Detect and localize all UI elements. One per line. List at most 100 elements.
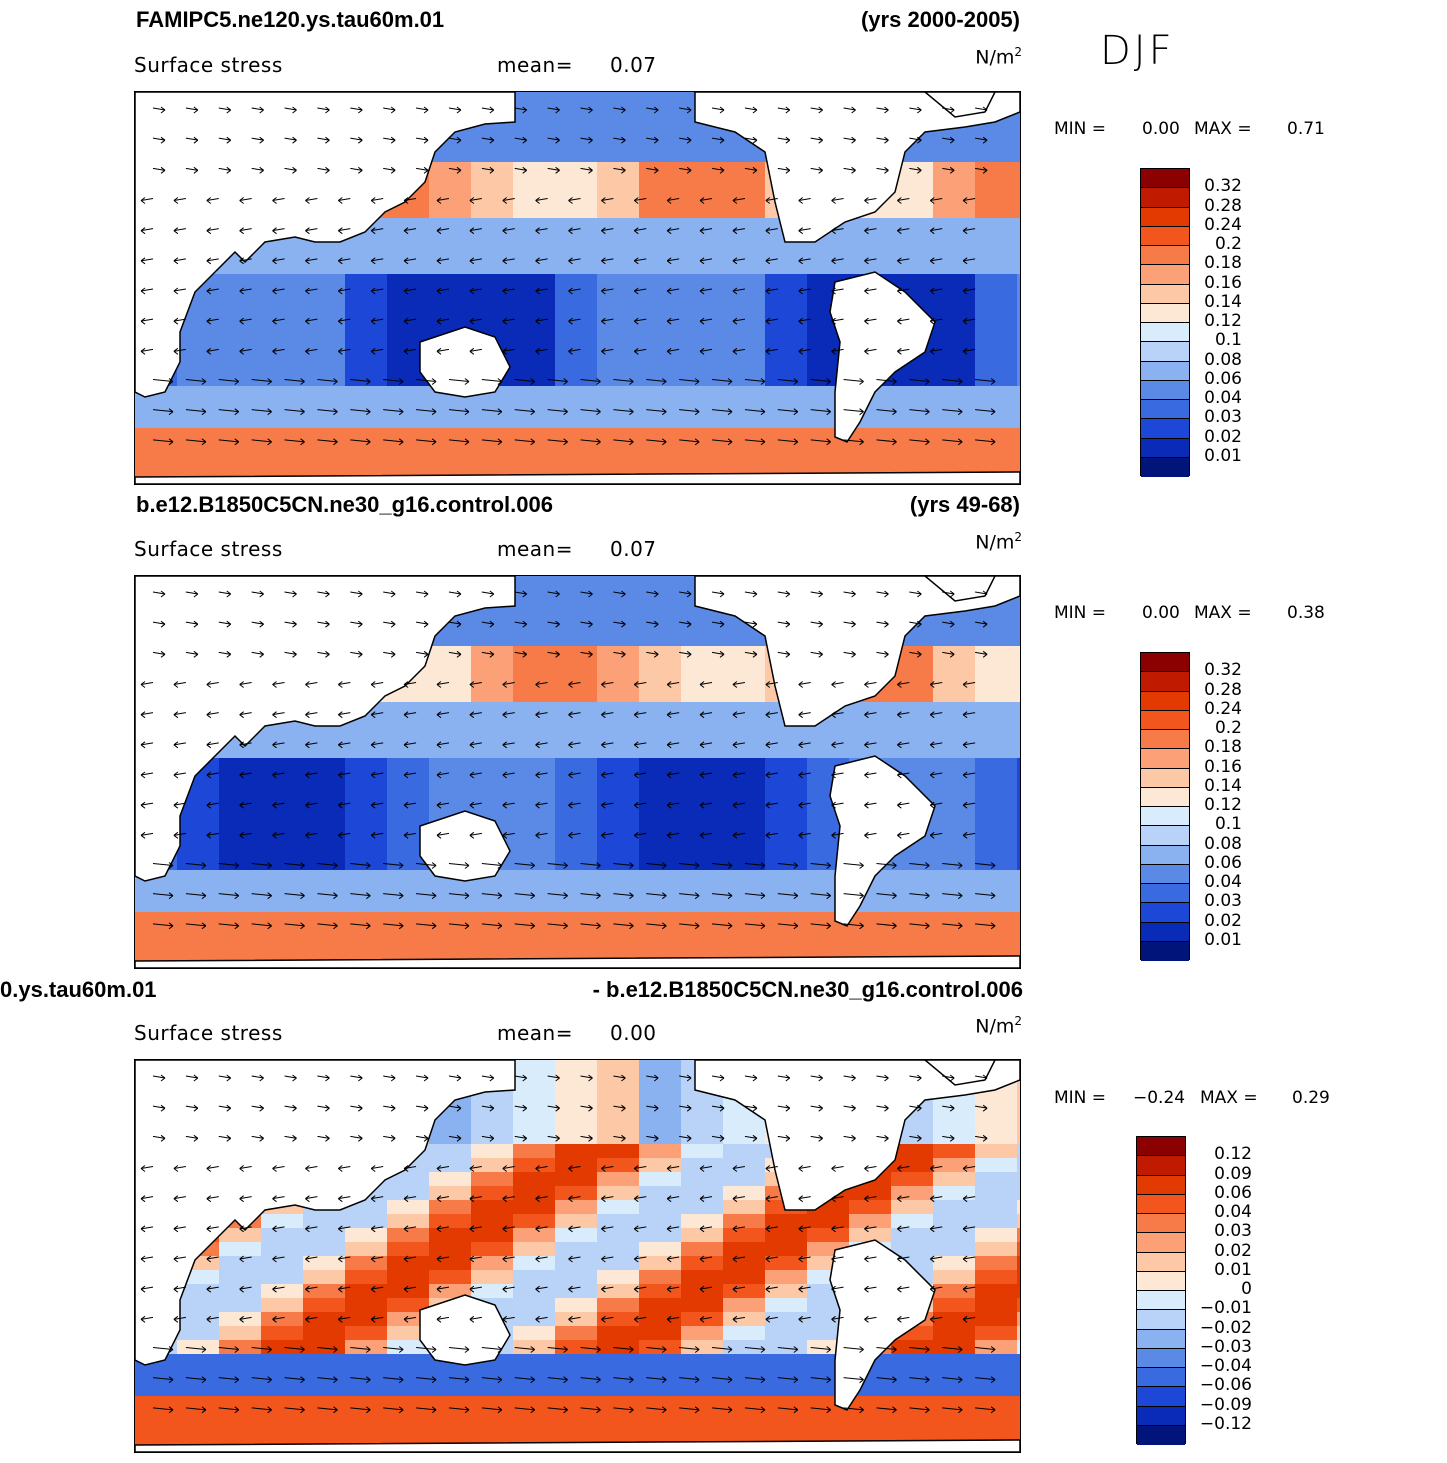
stress-vector (876, 1074, 889, 1082)
stress-vector (284, 650, 297, 658)
stress-vector (535, 801, 548, 809)
field-cell (177, 842, 220, 857)
colorbar-tick-label: 0.28 (1204, 679, 1242, 700)
field-cell (723, 1298, 766, 1313)
field-cell (639, 814, 682, 829)
field-cell (639, 358, 682, 373)
field-cell (639, 1284, 682, 1299)
stress-vector (502, 227, 515, 235)
field-cell (471, 1242, 514, 1257)
stress-vector (843, 1406, 864, 1414)
stress-vector (547, 1074, 560, 1082)
field-cell (723, 842, 766, 857)
field-cell (387, 232, 430, 247)
field-cell (513, 1298, 556, 1313)
stress-vector (514, 166, 528, 174)
field-cell (975, 1382, 1018, 1397)
stress-vector (152, 136, 166, 144)
field-cell (555, 456, 598, 471)
stress-vector (798, 771, 811, 779)
stress-vector (317, 862, 338, 869)
field-cell (513, 1200, 556, 1215)
field-cell (639, 1326, 682, 1341)
field-cell (723, 716, 766, 731)
field-cell (933, 1214, 976, 1229)
field-cell (1017, 1102, 1020, 1117)
stress-vector (666, 1195, 680, 1203)
field-cell (387, 1228, 430, 1243)
field-cell (723, 632, 766, 647)
colorbar-tick-label: −0.12 (1199, 1413, 1252, 1434)
stress-vector (305, 197, 318, 204)
stress-vector (416, 378, 437, 385)
colorbar-tick-label: 0.1 (1214, 814, 1242, 835)
field-cell (135, 898, 178, 913)
stress-vector (403, 681, 417, 688)
field-cell (261, 1298, 304, 1313)
stress-vector (732, 287, 746, 295)
field-cell (891, 1172, 934, 1187)
colorbar-swatch (1141, 768, 1189, 788)
field-cell (219, 302, 262, 317)
stress-vector (218, 438, 240, 446)
field-cell (597, 1074, 640, 1089)
stress-vector (568, 197, 581, 204)
stress-vector (798, 1255, 811, 1263)
stress-vector (843, 1074, 856, 1082)
stress-vector (929, 771, 943, 779)
stress-vector (350, 408, 371, 416)
stress-vector (272, 801, 285, 809)
stress-vector (962, 197, 976, 204)
stress-vector (206, 1165, 219, 1172)
field-cell (303, 814, 346, 829)
field-cell (219, 884, 262, 899)
stress-vector (206, 287, 219, 295)
stress-vector (613, 1134, 626, 1142)
stress-vector (699, 1165, 713, 1172)
stress-vector (876, 1406, 897, 1414)
units-label: N/m2 (975, 45, 1022, 69)
field-cell (429, 744, 472, 759)
colorbar-swatch (1141, 903, 1189, 923)
field-cell (429, 274, 472, 289)
field-cell (597, 1326, 640, 1341)
field-cell (765, 274, 808, 289)
field-cell (1017, 358, 1020, 373)
field-cell (1017, 828, 1020, 843)
field-cell (345, 828, 388, 843)
stress-vector (666, 257, 680, 265)
field-cell (933, 302, 976, 317)
stress-vector (140, 347, 154, 355)
stress-vector (744, 136, 758, 144)
field-cell (471, 1382, 514, 1397)
stress-vector (864, 1195, 877, 1203)
field-cell (681, 1228, 724, 1243)
field-cell (597, 786, 640, 801)
stress-vector (481, 136, 495, 144)
stress-vector (185, 650, 199, 658)
stress-vector (633, 1315, 647, 1323)
field-cell (345, 1256, 388, 1271)
stress-vector (679, 922, 700, 930)
field-cell (471, 702, 514, 717)
field-cell (1017, 1200, 1020, 1215)
colorbar-tick-label: 0.16 (1204, 756, 1242, 777)
stress-vector (929, 681, 943, 688)
field-cell (933, 870, 976, 885)
field-cell (765, 288, 808, 303)
stress-vector (876, 892, 897, 900)
field-cell (555, 912, 598, 927)
field-cell (429, 414, 472, 429)
field-cell (387, 204, 430, 219)
stress-vector (317, 1134, 330, 1142)
field-cell (933, 288, 976, 303)
field-cell (345, 856, 388, 871)
field-cell (975, 1354, 1018, 1369)
field-cell (975, 618, 1018, 633)
stress-vector (383, 166, 396, 174)
stress-vector (777, 922, 799, 930)
stress-vector (876, 862, 897, 869)
colorbar-tick-label: 0.03 (1204, 891, 1242, 912)
stress-vector (646, 862, 667, 869)
stress-vector (732, 771, 746, 779)
